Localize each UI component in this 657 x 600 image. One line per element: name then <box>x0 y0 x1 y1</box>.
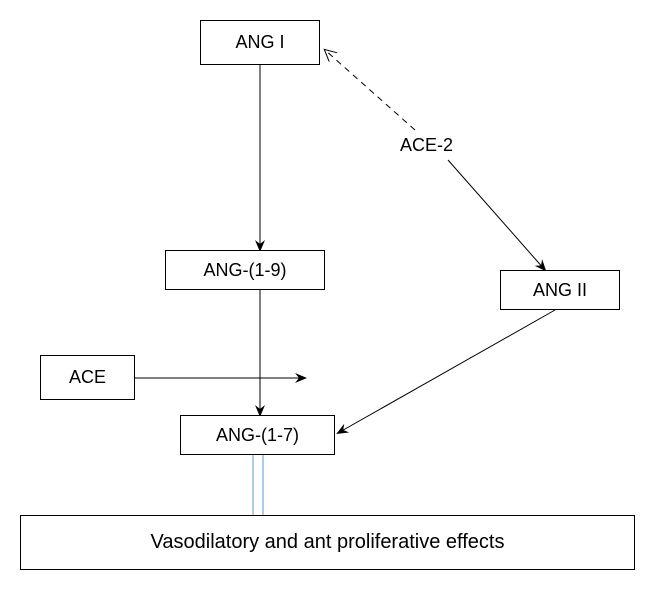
label-ace2: ACE-2 <box>400 135 453 156</box>
node-ang1-label: ANG I <box>235 32 284 53</box>
node-effects: Vasodilatory and ant proliferative effec… <box>20 515 635 570</box>
node-ang2: ANG II <box>500 270 620 310</box>
edge-ace2-ang1 <box>325 50 415 130</box>
edge-ang2-ang17 <box>338 310 555 433</box>
node-ang19: ANG-(1-9) <box>165 250 325 290</box>
node-ang17: ANG-(1-7) <box>180 415 335 455</box>
node-ace-label: ACE <box>69 367 106 388</box>
node-ang19-label: ANG-(1-9) <box>203 260 286 281</box>
edge-ace2-ang2 <box>448 160 545 270</box>
node-effects-label: Vasodilatory and ant proliferative effec… <box>151 531 505 554</box>
node-ang1: ANG I <box>200 20 320 65</box>
node-ang2-label: ANG II <box>533 280 587 301</box>
label-ace2-text: ACE-2 <box>400 135 453 155</box>
diagram-canvas: ANG I ANG-(1-9) ANG II ACE ANG-(1-7) Vas… <box>0 0 657 600</box>
node-ang17-label: ANG-(1-7) <box>216 425 299 446</box>
node-ace: ACE <box>40 355 135 400</box>
